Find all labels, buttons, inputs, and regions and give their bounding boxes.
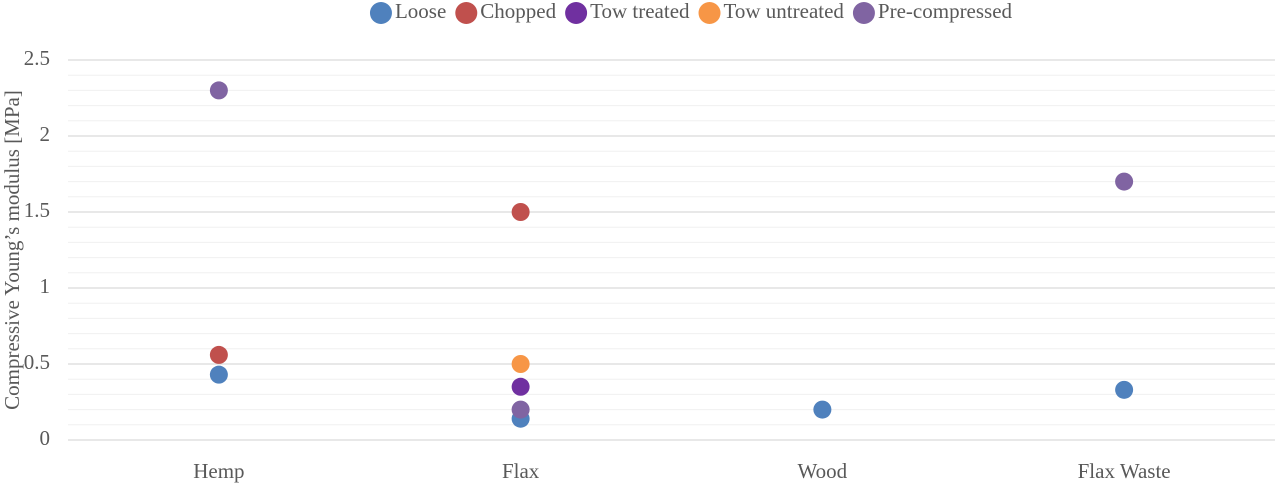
y-tick-label: 0 bbox=[40, 426, 51, 450]
legend-marker bbox=[565, 2, 588, 24]
legend-label: Tow untreated bbox=[724, 0, 845, 23]
legend-marker bbox=[698, 2, 721, 24]
y-tick-label: 1.5 bbox=[24, 198, 50, 222]
data-point bbox=[1115, 380, 1134, 399]
data-point bbox=[511, 400, 530, 419]
data-point bbox=[511, 377, 530, 396]
legend: Loose Chopped Tow treated Tow untreated Pre-… bbox=[369, 0, 1013, 24]
x-tick-label: Wood bbox=[798, 459, 848, 483]
y-tick-label: 2 bbox=[40, 122, 51, 146]
data-point bbox=[511, 203, 530, 221]
x-tick-label: Hemp bbox=[193, 459, 244, 483]
y-tick-label: 2.5 bbox=[24, 46, 50, 70]
legend-item: Loose bbox=[369, 0, 446, 24]
legend-label: Tow treated bbox=[590, 0, 690, 23]
legend-marker bbox=[852, 2, 875, 24]
y-tick-label: 0.5 bbox=[24, 350, 50, 374]
y-tick-label: 1 bbox=[40, 274, 51, 298]
legend-marker bbox=[369, 2, 392, 24]
legend-item: Tow treated bbox=[565, 0, 690, 24]
legend-item: Tow untreated bbox=[698, 0, 845, 24]
data-point bbox=[511, 355, 530, 373]
data-point bbox=[813, 400, 832, 419]
legend-item: Chopped bbox=[455, 0, 557, 24]
data-point bbox=[1115, 172, 1134, 191]
data-point bbox=[209, 345, 228, 364]
y-axis-label: Compressive Young’s modulus [MPa] bbox=[0, 90, 24, 410]
legend-label: Chopped bbox=[480, 0, 556, 23]
data-point bbox=[209, 81, 228, 100]
legend-label: Pre-compressed bbox=[878, 0, 1013, 23]
data-point bbox=[209, 365, 228, 384]
x-tick-label: Flax Waste bbox=[1078, 459, 1171, 483]
legend-item: Pre-compressed bbox=[852, 0, 1013, 24]
legend-label: Loose bbox=[395, 0, 446, 23]
legend-marker bbox=[455, 2, 478, 24]
x-tick-label: Flax bbox=[502, 459, 540, 483]
